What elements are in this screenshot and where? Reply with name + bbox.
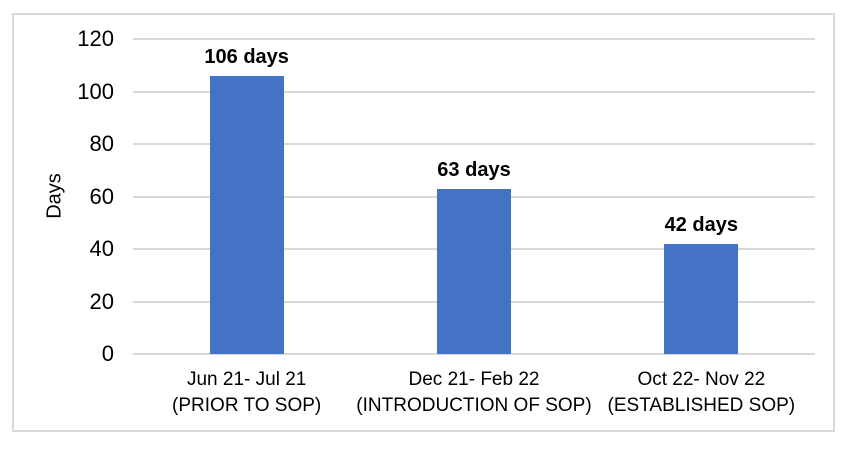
bar-1 — [209, 75, 284, 354]
y-axis-tick-labels: 0 20 40 60 80 100 120 — [14, 15, 833, 430]
y-tick-label: 80 — [89, 131, 114, 156]
gridline — [133, 90, 815, 93]
y-tick-label: 20 — [89, 288, 114, 314]
data-label-1: 106 days — [204, 45, 289, 68]
category-label-line1: Jun 21- Jul 21 — [186, 369, 307, 390]
category-label-line2: (INTRODUCTION OF SOP) — [356, 395, 592, 416]
category-label-3: Oct 22- Nov 22 (ESTABLISHED SOP) — [571, 367, 831, 419]
category-label-1: Jun 21- Jul 21 (PRIOR TO SOP) — [117, 367, 377, 419]
category-label-line1: Oct 22- Nov 22 — [637, 369, 766, 390]
y-tick-label: 60 — [89, 183, 114, 209]
gridline — [133, 353, 815, 355]
data-label-2: 63 days — [437, 158, 511, 181]
data-label-3: 42 days — [664, 213, 739, 236]
y-tick-label: 0 — [101, 341, 114, 366]
x-axis-category-labels: Jun 21- Jul 21 (PRIOR TO SOP) Dec 21- Feb … — [14, 15, 833, 430]
plot-area: 106 days 63 days 42 days — [133, 38, 815, 355]
category-label-line2: (ESTABLISHED SOP) — [607, 395, 796, 416]
category-label-line1: Dec 21- Feb 22 — [408, 369, 540, 390]
gridline — [133, 143, 815, 145]
category-label-2: Dec 21- Feb 22 (INTRODUCTION OF SOP) — [344, 367, 604, 419]
y-tick-label: 120 — [77, 26, 114, 51]
bar-2 — [437, 188, 511, 354]
y-tick-label: 100 — [77, 78, 114, 104]
category-label-line2: (PRIOR TO SOP) — [172, 395, 322, 416]
bar-3 — [664, 243, 739, 354]
gridline — [133, 38, 815, 40]
chart-frame: Days 106 days 63 days 42 days 0 20 40 60 80 100… — [12, 13, 835, 432]
y-tick-label: 40 — [89, 236, 114, 261]
